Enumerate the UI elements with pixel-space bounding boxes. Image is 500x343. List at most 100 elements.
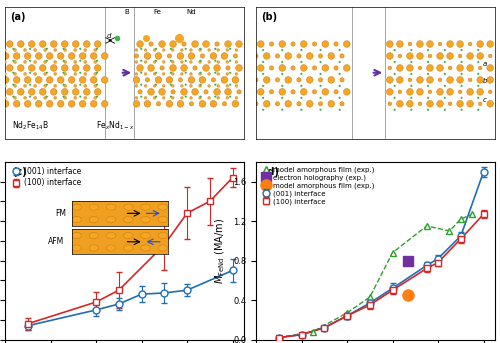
Circle shape bbox=[477, 88, 484, 95]
Circle shape bbox=[46, 96, 48, 98]
Text: Nd: Nd bbox=[186, 10, 196, 15]
Circle shape bbox=[62, 41, 68, 47]
Circle shape bbox=[172, 72, 174, 75]
Circle shape bbox=[427, 85, 429, 87]
Circle shape bbox=[40, 41, 46, 47]
Circle shape bbox=[96, 72, 98, 74]
Circle shape bbox=[29, 48, 31, 50]
Circle shape bbox=[214, 60, 216, 62]
Circle shape bbox=[236, 41, 242, 47]
Circle shape bbox=[44, 72, 46, 75]
Circle shape bbox=[214, 64, 220, 71]
Circle shape bbox=[14, 100, 20, 107]
Circle shape bbox=[217, 84, 220, 87]
Circle shape bbox=[214, 48, 216, 50]
Circle shape bbox=[334, 42, 338, 46]
Circle shape bbox=[14, 96, 16, 99]
Circle shape bbox=[171, 90, 175, 94]
Circle shape bbox=[394, 73, 396, 75]
Circle shape bbox=[460, 49, 462, 51]
Circle shape bbox=[74, 96, 77, 99]
Circle shape bbox=[24, 60, 26, 63]
Circle shape bbox=[270, 42, 274, 46]
Circle shape bbox=[427, 97, 429, 99]
Circle shape bbox=[68, 76, 75, 83]
Circle shape bbox=[198, 49, 202, 51]
Circle shape bbox=[44, 60, 46, 63]
Circle shape bbox=[281, 109, 283, 111]
Circle shape bbox=[226, 61, 228, 63]
Circle shape bbox=[148, 64, 154, 71]
Circle shape bbox=[334, 90, 338, 94]
Circle shape bbox=[297, 102, 301, 106]
Circle shape bbox=[446, 76, 454, 83]
Circle shape bbox=[18, 88, 24, 95]
Circle shape bbox=[172, 49, 174, 51]
Circle shape bbox=[300, 73, 302, 75]
Circle shape bbox=[458, 54, 462, 58]
Circle shape bbox=[146, 78, 150, 82]
Circle shape bbox=[210, 100, 217, 107]
Circle shape bbox=[2, 76, 9, 83]
Circle shape bbox=[386, 52, 393, 59]
Circle shape bbox=[135, 84, 138, 87]
Circle shape bbox=[144, 72, 147, 75]
Circle shape bbox=[190, 61, 192, 63]
Circle shape bbox=[320, 97, 322, 99]
Circle shape bbox=[258, 64, 264, 71]
Circle shape bbox=[190, 102, 194, 106]
Circle shape bbox=[155, 96, 157, 98]
Circle shape bbox=[217, 61, 220, 63]
Circle shape bbox=[84, 88, 90, 95]
Circle shape bbox=[180, 64, 188, 71]
Circle shape bbox=[40, 88, 46, 95]
Circle shape bbox=[34, 84, 36, 87]
Circle shape bbox=[50, 64, 57, 71]
Circle shape bbox=[96, 48, 98, 50]
Circle shape bbox=[320, 109, 322, 111]
Circle shape bbox=[153, 49, 156, 51]
Circle shape bbox=[478, 102, 482, 106]
Circle shape bbox=[338, 61, 340, 63]
Circle shape bbox=[487, 100, 494, 107]
Circle shape bbox=[396, 100, 403, 107]
Circle shape bbox=[334, 66, 338, 70]
Circle shape bbox=[258, 41, 264, 47]
Circle shape bbox=[158, 88, 166, 95]
Circle shape bbox=[158, 41, 166, 47]
Circle shape bbox=[204, 90, 208, 94]
Circle shape bbox=[217, 72, 220, 75]
Circle shape bbox=[436, 100, 444, 107]
Circle shape bbox=[153, 96, 156, 99]
Circle shape bbox=[214, 96, 216, 98]
Circle shape bbox=[180, 84, 184, 87]
Circle shape bbox=[190, 72, 192, 75]
Circle shape bbox=[68, 52, 75, 59]
Circle shape bbox=[135, 49, 138, 51]
Circle shape bbox=[199, 76, 206, 83]
Circle shape bbox=[190, 84, 192, 87]
Circle shape bbox=[199, 100, 206, 107]
Circle shape bbox=[96, 84, 98, 86]
Circle shape bbox=[12, 84, 14, 86]
Circle shape bbox=[229, 60, 231, 62]
Circle shape bbox=[428, 90, 432, 94]
Circle shape bbox=[320, 49, 322, 51]
Circle shape bbox=[170, 72, 172, 74]
Circle shape bbox=[4, 107, 6, 110]
Circle shape bbox=[285, 76, 292, 83]
Circle shape bbox=[12, 60, 14, 62]
Circle shape bbox=[398, 54, 402, 58]
Circle shape bbox=[396, 41, 403, 47]
model amorphous film (exp.) bbox=[367, 295, 373, 299]
Circle shape bbox=[328, 76, 334, 83]
Circle shape bbox=[235, 61, 238, 63]
Circle shape bbox=[58, 52, 64, 59]
Circle shape bbox=[64, 60, 66, 63]
Circle shape bbox=[79, 48, 82, 50]
Circle shape bbox=[162, 96, 165, 99]
Circle shape bbox=[178, 78, 182, 82]
Circle shape bbox=[460, 109, 462, 111]
Circle shape bbox=[281, 97, 283, 99]
Circle shape bbox=[408, 78, 412, 82]
